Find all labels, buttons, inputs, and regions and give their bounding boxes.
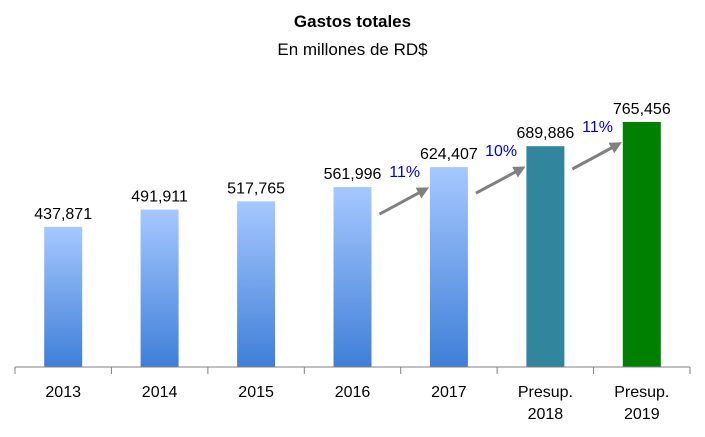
- value-label-4: 624,407: [420, 146, 478, 163]
- x-tick-label-0: 2013: [45, 384, 81, 401]
- growth-arrow-1: [475, 166, 526, 195]
- growth-label-0: 11%: [389, 164, 420, 181]
- bar-3: [333, 187, 372, 367]
- growth-label-2: 11%: [582, 119, 613, 136]
- value-label-2: 517,765: [227, 180, 285, 197]
- x-tick-label-5: Presup. 2018: [518, 384, 573, 423]
- value-label-5: 689,886: [516, 125, 574, 142]
- bar-2: [237, 201, 276, 367]
- bar-1: [140, 209, 179, 367]
- bar-6: [622, 122, 661, 367]
- growth-label-1: 10%: [485, 143, 517, 160]
- x-tick-label-3: 2016: [335, 384, 371, 401]
- bar-4: [429, 167, 468, 367]
- bar-5: [526, 146, 565, 367]
- value-label-1: 491,911: [131, 189, 188, 206]
- value-label-3: 561,996: [324, 166, 382, 183]
- growth-arrow-0: [378, 187, 430, 216]
- value-label-6: 765,456: [613, 101, 671, 118]
- value-label-0: 437,871: [34, 206, 92, 223]
- x-tick-label-2: 2015: [238, 384, 274, 401]
- x-tick-label-1: 2014: [142, 384, 178, 401]
- x-tick-label-4: 2017: [431, 384, 467, 401]
- chart-title: Gastos totales: [293, 12, 412, 31]
- growth-arrow-2: [571, 142, 622, 171]
- bar-0: [44, 226, 83, 367]
- x-tick-label-6: Presup. 2019: [614, 384, 669, 423]
- chart-subtitle: En millones de RD$: [277, 40, 428, 59]
